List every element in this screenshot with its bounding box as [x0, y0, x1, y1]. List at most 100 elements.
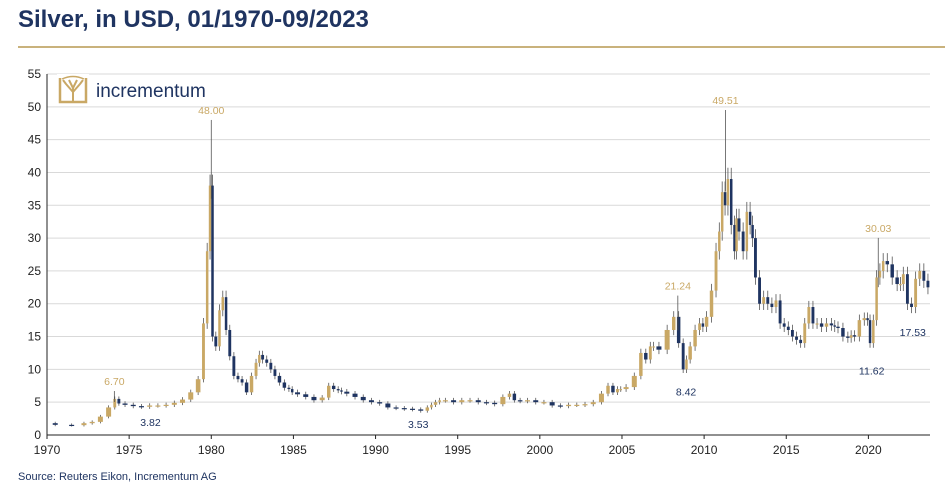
candle-body: [410, 408, 416, 410]
candle-body: [833, 325, 836, 327]
candle-body: [748, 211, 752, 225]
candle-body: [401, 408, 407, 410]
axes: 0 5 10 15 20 25 30 35 40 45 50 55 1970 1975 1980 1985 19…: [28, 67, 930, 457]
candle-body: [52, 423, 58, 425]
candle-body: [214, 336, 218, 347]
candle-body: [664, 329, 670, 350]
title-divider: [18, 46, 945, 48]
candle-body: [905, 274, 909, 304]
candle-body: [147, 405, 153, 407]
candle-body: [644, 352, 648, 360]
candle-body: [926, 280, 930, 288]
candle-body: [208, 185, 212, 252]
y-tick-label: 45: [28, 133, 42, 147]
candle-body: [240, 379, 244, 383]
candle-body: [273, 369, 277, 376]
candle-body: [303, 394, 309, 397]
candle-body: [737, 218, 741, 232]
candle-body: [249, 375, 254, 393]
candle-body: [590, 402, 596, 405]
candle-body: [205, 251, 209, 324]
candle-body: [786, 326, 790, 330]
candle-body: [811, 307, 815, 324]
candle-body: [180, 399, 186, 403]
logo-text: incrementum: [96, 81, 206, 102]
candle-body: [899, 284, 902, 286]
candle-body: [69, 424, 75, 427]
candle-body: [709, 290, 714, 317]
candle-body: [451, 400, 457, 403]
candle-body: [895, 277, 899, 285]
candle-body: [729, 179, 733, 225]
candle-body: [807, 307, 811, 324]
candle-body: [195, 379, 201, 393]
candle-body: [815, 323, 819, 325]
candle-body: [566, 404, 572, 407]
candle-body: [97, 416, 103, 422]
candle-body: [701, 323, 705, 327]
source-note: Source: Reuters Eikon, Incrementum AG: [18, 471, 217, 483]
candle-body: [130, 404, 136, 407]
chart-title: Silver, in USD, 01/1970-09/2023: [18, 6, 369, 33]
candle-body: [188, 392, 194, 400]
candle-body: [557, 405, 563, 407]
candle-body: [824, 323, 829, 327]
candle-body: [782, 323, 786, 327]
annotation-label: 48.00: [198, 105, 224, 117]
candle-body: [910, 303, 913, 308]
candle-body: [795, 336, 798, 340]
candle-body: [202, 323, 205, 380]
candle-body: [619, 389, 622, 391]
candle-body: [866, 318, 869, 321]
candle-body: [549, 402, 555, 406]
candle-body: [492, 402, 498, 405]
candle-body: [751, 224, 754, 239]
candle-body: [483, 402, 489, 404]
candle-body: [849, 335, 853, 338]
candle-body: [829, 323, 834, 326]
candle-body: [868, 320, 872, 344]
candle-body: [574, 404, 580, 407]
candle-body: [819, 323, 824, 327]
candle-body: [758, 277, 761, 304]
y-tick-label: 25: [28, 264, 42, 278]
logo: incrementum: [57, 74, 206, 104]
candle-body: [89, 421, 95, 424]
candle-body: [425, 407, 430, 411]
candle-body: [336, 389, 340, 391]
annotation-label: 3.53: [408, 419, 429, 431]
candle-body: [878, 270, 882, 278]
candle-body: [671, 316, 676, 330]
annotation-label: 17.53: [900, 327, 926, 339]
annotation-label: 21.24: [665, 281, 691, 293]
candle-body: [652, 346, 655, 348]
candle-body: [623, 387, 629, 390]
candle-body: [211, 185, 214, 337]
y-tick-label: 5: [34, 395, 41, 409]
candle-body: [778, 300, 782, 324]
candle-body: [261, 354, 265, 360]
candle-body: [875, 277, 878, 321]
candle-body: [319, 397, 325, 401]
candle-body: [790, 329, 794, 337]
y-tick-label: 15: [28, 330, 42, 344]
candle-body: [656, 346, 662, 350]
candle-body: [232, 356, 236, 376]
candle-body: [467, 400, 473, 402]
candle-body: [327, 385, 331, 398]
candle-body: [872, 320, 875, 344]
x-tick-label: 2010: [691, 443, 718, 457]
candle-body: [922, 270, 926, 281]
candle-body: [430, 404, 433, 408]
candle-body: [846, 336, 850, 338]
candle-body: [113, 398, 117, 408]
candle-body: [733, 224, 736, 252]
candle-body: [741, 231, 745, 252]
candle-body: [218, 310, 221, 347]
candle-body: [500, 396, 506, 405]
candle-body: [352, 393, 358, 397]
candle-body: [631, 375, 637, 388]
candle-body: [507, 393, 512, 397]
candle-body: [726, 179, 730, 206]
